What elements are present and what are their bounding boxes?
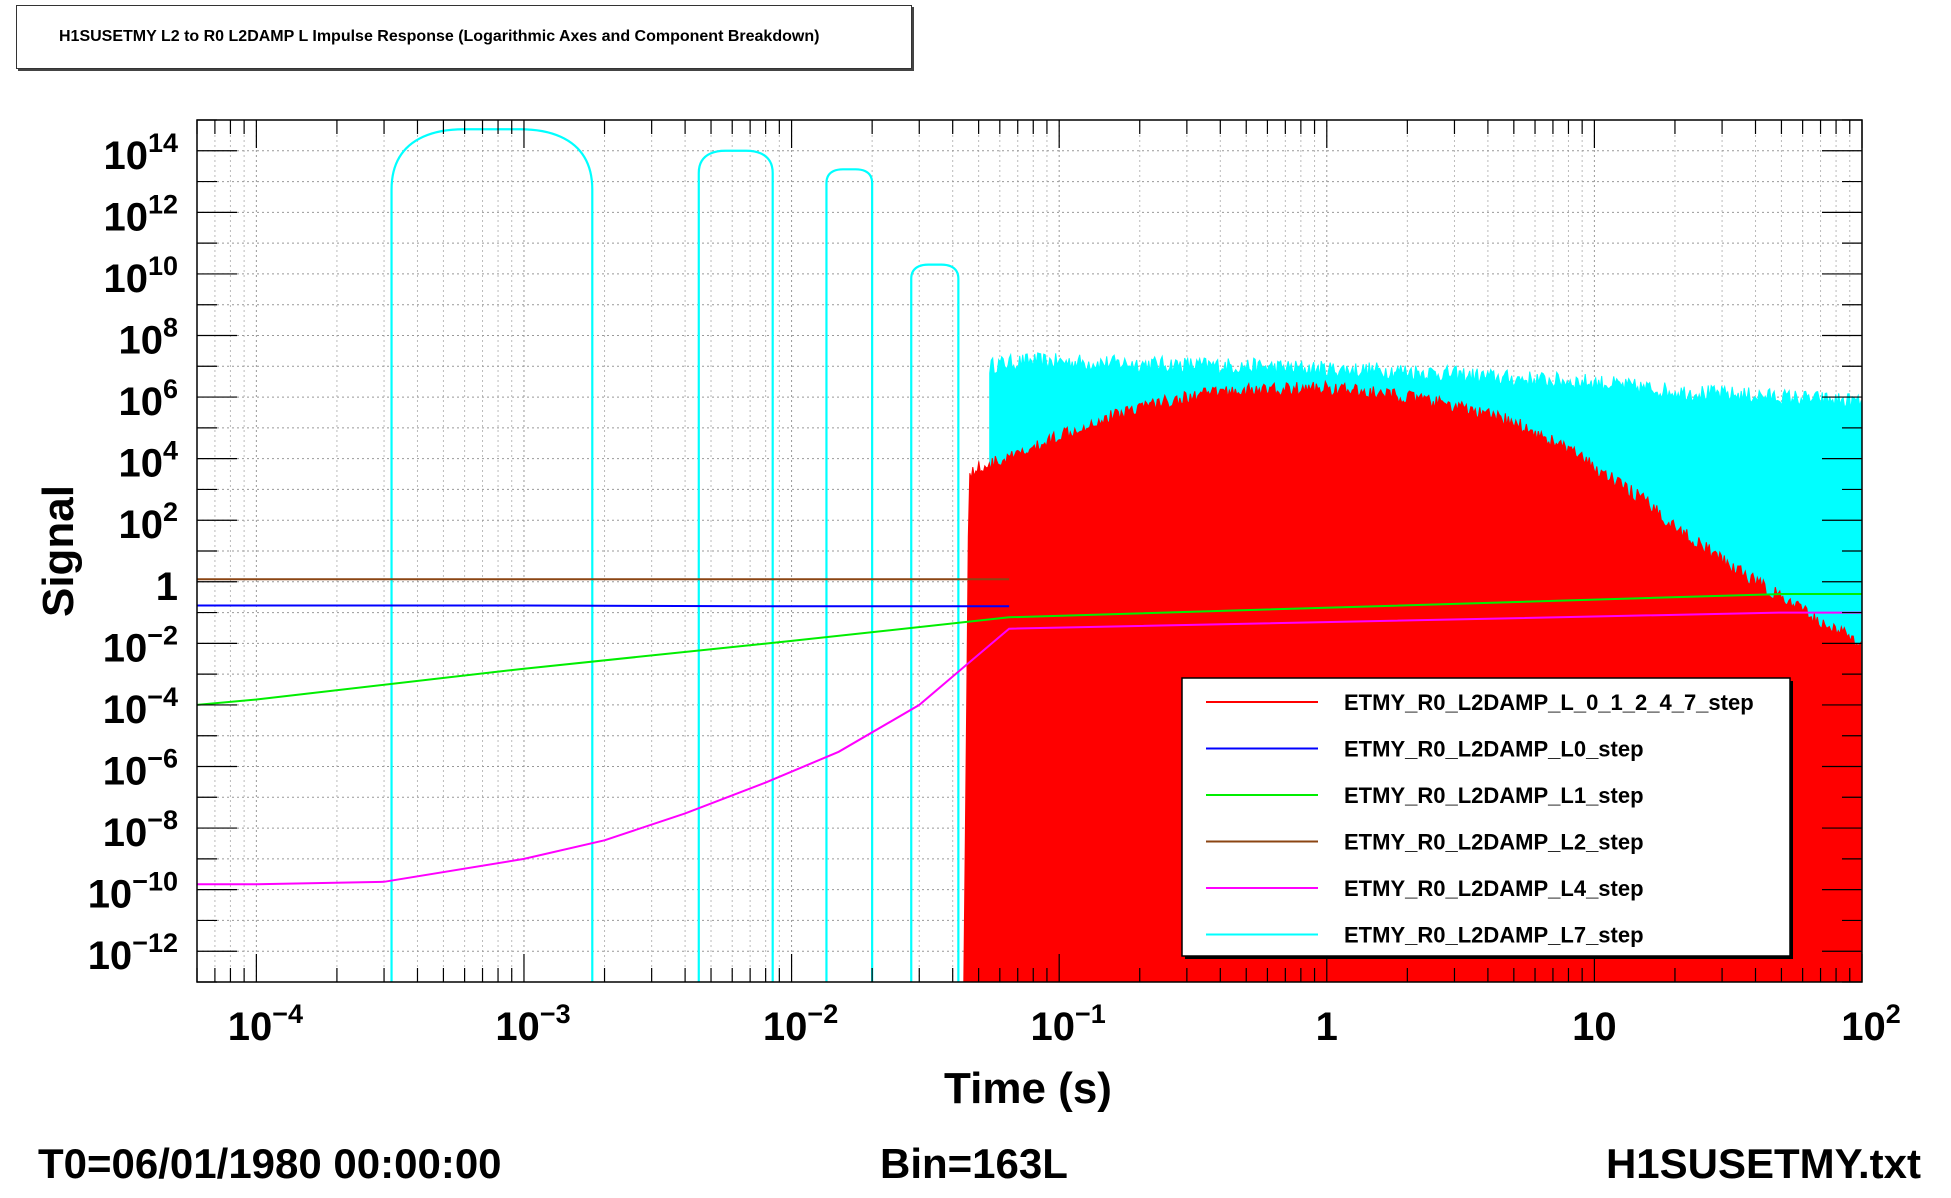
series-l7-lobe (390, 128, 594, 982)
y-tick-labels: 1014 1012 1010 108 106 104 102 1 10−2 10−4 10−6 10−… (88, 128, 178, 978)
y-axis-label: Signal (34, 485, 83, 617)
y-tick-label: 106 (118, 374, 178, 424)
footer-filename: H1SUSETMY.txt (1605, 1140, 1921, 1187)
y-tick-label: 104 (118, 436, 178, 486)
y-tick-label: 102 (118, 497, 178, 547)
x-tick-label: 1 (1316, 1005, 1338, 1049)
x-tick-label: 10−3 (495, 999, 570, 1049)
y-tick-label: 1014 (103, 128, 178, 178)
x-tick-label: 10−2 (763, 999, 838, 1049)
legend-entry: ETMY_R0_L2DAMP_L_0_1_2_4_7_step (1344, 690, 1754, 715)
legend-entry: ETMY_R0_L2DAMP_L0_step (1344, 737, 1644, 762)
chart-title: H1SUSETMY L2 to R0 L2DAMP L Impulse Resp… (16, 5, 912, 69)
x-tick-labels: 10−4 10−3 10−2 10−1 1 10 102 (228, 999, 1901, 1049)
y-tick-label: 10−10 (88, 867, 178, 917)
series-l1-line (197, 593, 1862, 706)
legend-box (1181, 677, 1791, 957)
series-l7-lobe (697, 149, 774, 982)
x-tick-label: 102 (1841, 999, 1901, 1049)
y-tick-label: 1 (156, 565, 178, 609)
x-tick-label: 10 (1572, 1005, 1617, 1049)
y-tick-label: 1012 (103, 189, 178, 239)
y-tick-label: 10−4 (103, 682, 178, 732)
y-tick-label: 10−8 (103, 805, 178, 855)
legend: ETMY_R0_L2DAMP_L_0_1_2_4_7_step ETMY_R0_L… (1181, 677, 1793, 959)
footer-bin: Bin=163L (880, 1140, 1068, 1187)
legend-entry: ETMY_R0_L2DAMP_L7_step (1344, 923, 1644, 948)
legend-entry: ETMY_R0_L2DAMP_L4_step (1344, 876, 1644, 901)
y-tick-label: 10−12 (88, 928, 178, 978)
series-l4-line (197, 611, 1862, 886)
legend-entry: ETMY_R0_L2DAMP_L1_step (1344, 783, 1644, 808)
x-tick-label: 10−1 (1031, 999, 1106, 1049)
footer-t0: T0=06/01/1980 00:00:00 (38, 1140, 502, 1187)
legend-entry: ETMY_R0_L2DAMP_L2_step (1344, 830, 1644, 855)
series-l0-line (197, 604, 1010, 608)
axis-ticks (196, 119, 1863, 983)
y-tick-label: 10−6 (103, 744, 178, 794)
x-tick-label: 10−4 (228, 999, 303, 1049)
y-tick-label: 10−2 (103, 620, 178, 670)
series-l7-lobe (910, 263, 960, 982)
x-axis-label: Time (s) (944, 1064, 1112, 1113)
series-l7-lobe (825, 168, 874, 982)
y-tick-label: 1010 (103, 251, 178, 301)
y-tick-label: 108 (118, 313, 178, 363)
